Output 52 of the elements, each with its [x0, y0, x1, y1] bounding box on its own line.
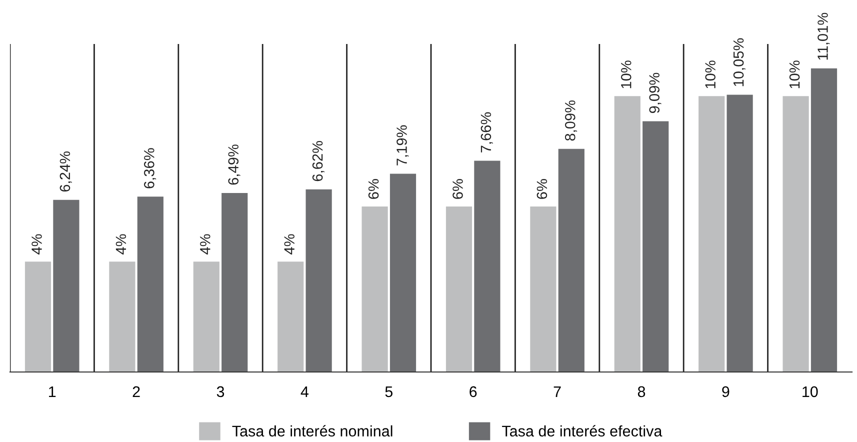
data-label: 9,09%: [649, 72, 662, 114]
data-label: 4%: [32, 234, 42, 254]
bar: [726, 94, 753, 372]
bar: [137, 196, 164, 372]
x-tick-label: 3: [216, 386, 224, 398]
bar: [109, 262, 136, 372]
legend-label: Tasa de interés nominal: [232, 425, 392, 437]
x-tick-label: 5: [385, 386, 393, 398]
data-label: 10,05%: [733, 38, 746, 86]
bar: [558, 148, 584, 372]
data-label: 6%: [536, 179, 548, 199]
bar: [614, 96, 640, 372]
bar: [222, 192, 248, 372]
data-label: 7,19%: [396, 125, 409, 166]
x-tick-label: 1: [49, 386, 56, 397]
data-label: 6,24%: [60, 151, 72, 192]
legend-label: Tasa de interés efectiva: [502, 425, 662, 437]
data-label: 6%: [368, 179, 379, 199]
x-tick-label: 9: [722, 386, 730, 398]
bar: [53, 200, 80, 372]
data-label: 6,49%: [228, 144, 240, 185]
bar: [306, 189, 332, 372]
data-label: 10%: [620, 60, 632, 88]
data-label: 10%: [705, 60, 716, 88]
bar: [390, 174, 416, 372]
x-tick-label: 2: [132, 386, 140, 397]
bar: [782, 96, 809, 372]
bar: [474, 160, 500, 372]
data-label: 4%: [200, 234, 210, 254]
x-tick-label: 7: [554, 386, 561, 397]
bar: [530, 206, 556, 372]
bar: [810, 68, 838, 372]
data-label: 6,62%: [312, 140, 324, 182]
data-label: 4%: [116, 234, 126, 254]
x-tick-label: 10: [802, 386, 818, 398]
bar: [362, 206, 388, 372]
bar: [193, 262, 220, 372]
data-label: 6,36%: [144, 148, 156, 188]
bar: [698, 96, 725, 372]
data-label: 7,66%: [480, 112, 493, 152]
data-label: 4%: [284, 234, 294, 254]
bar: [24, 262, 52, 372]
data-label: 8,09%: [564, 100, 578, 141]
data-label: 6%: [452, 179, 463, 199]
x-tick-label: 6: [470, 386, 477, 398]
x-tick-label: 4: [300, 386, 308, 397]
bar: [446, 206, 472, 372]
x-tick-label: 8: [638, 386, 646, 398]
bar: [278, 262, 304, 372]
data-label: 10%: [789, 60, 800, 88]
bar: [642, 121, 669, 372]
data-label: 11,01%: [818, 12, 830, 60]
